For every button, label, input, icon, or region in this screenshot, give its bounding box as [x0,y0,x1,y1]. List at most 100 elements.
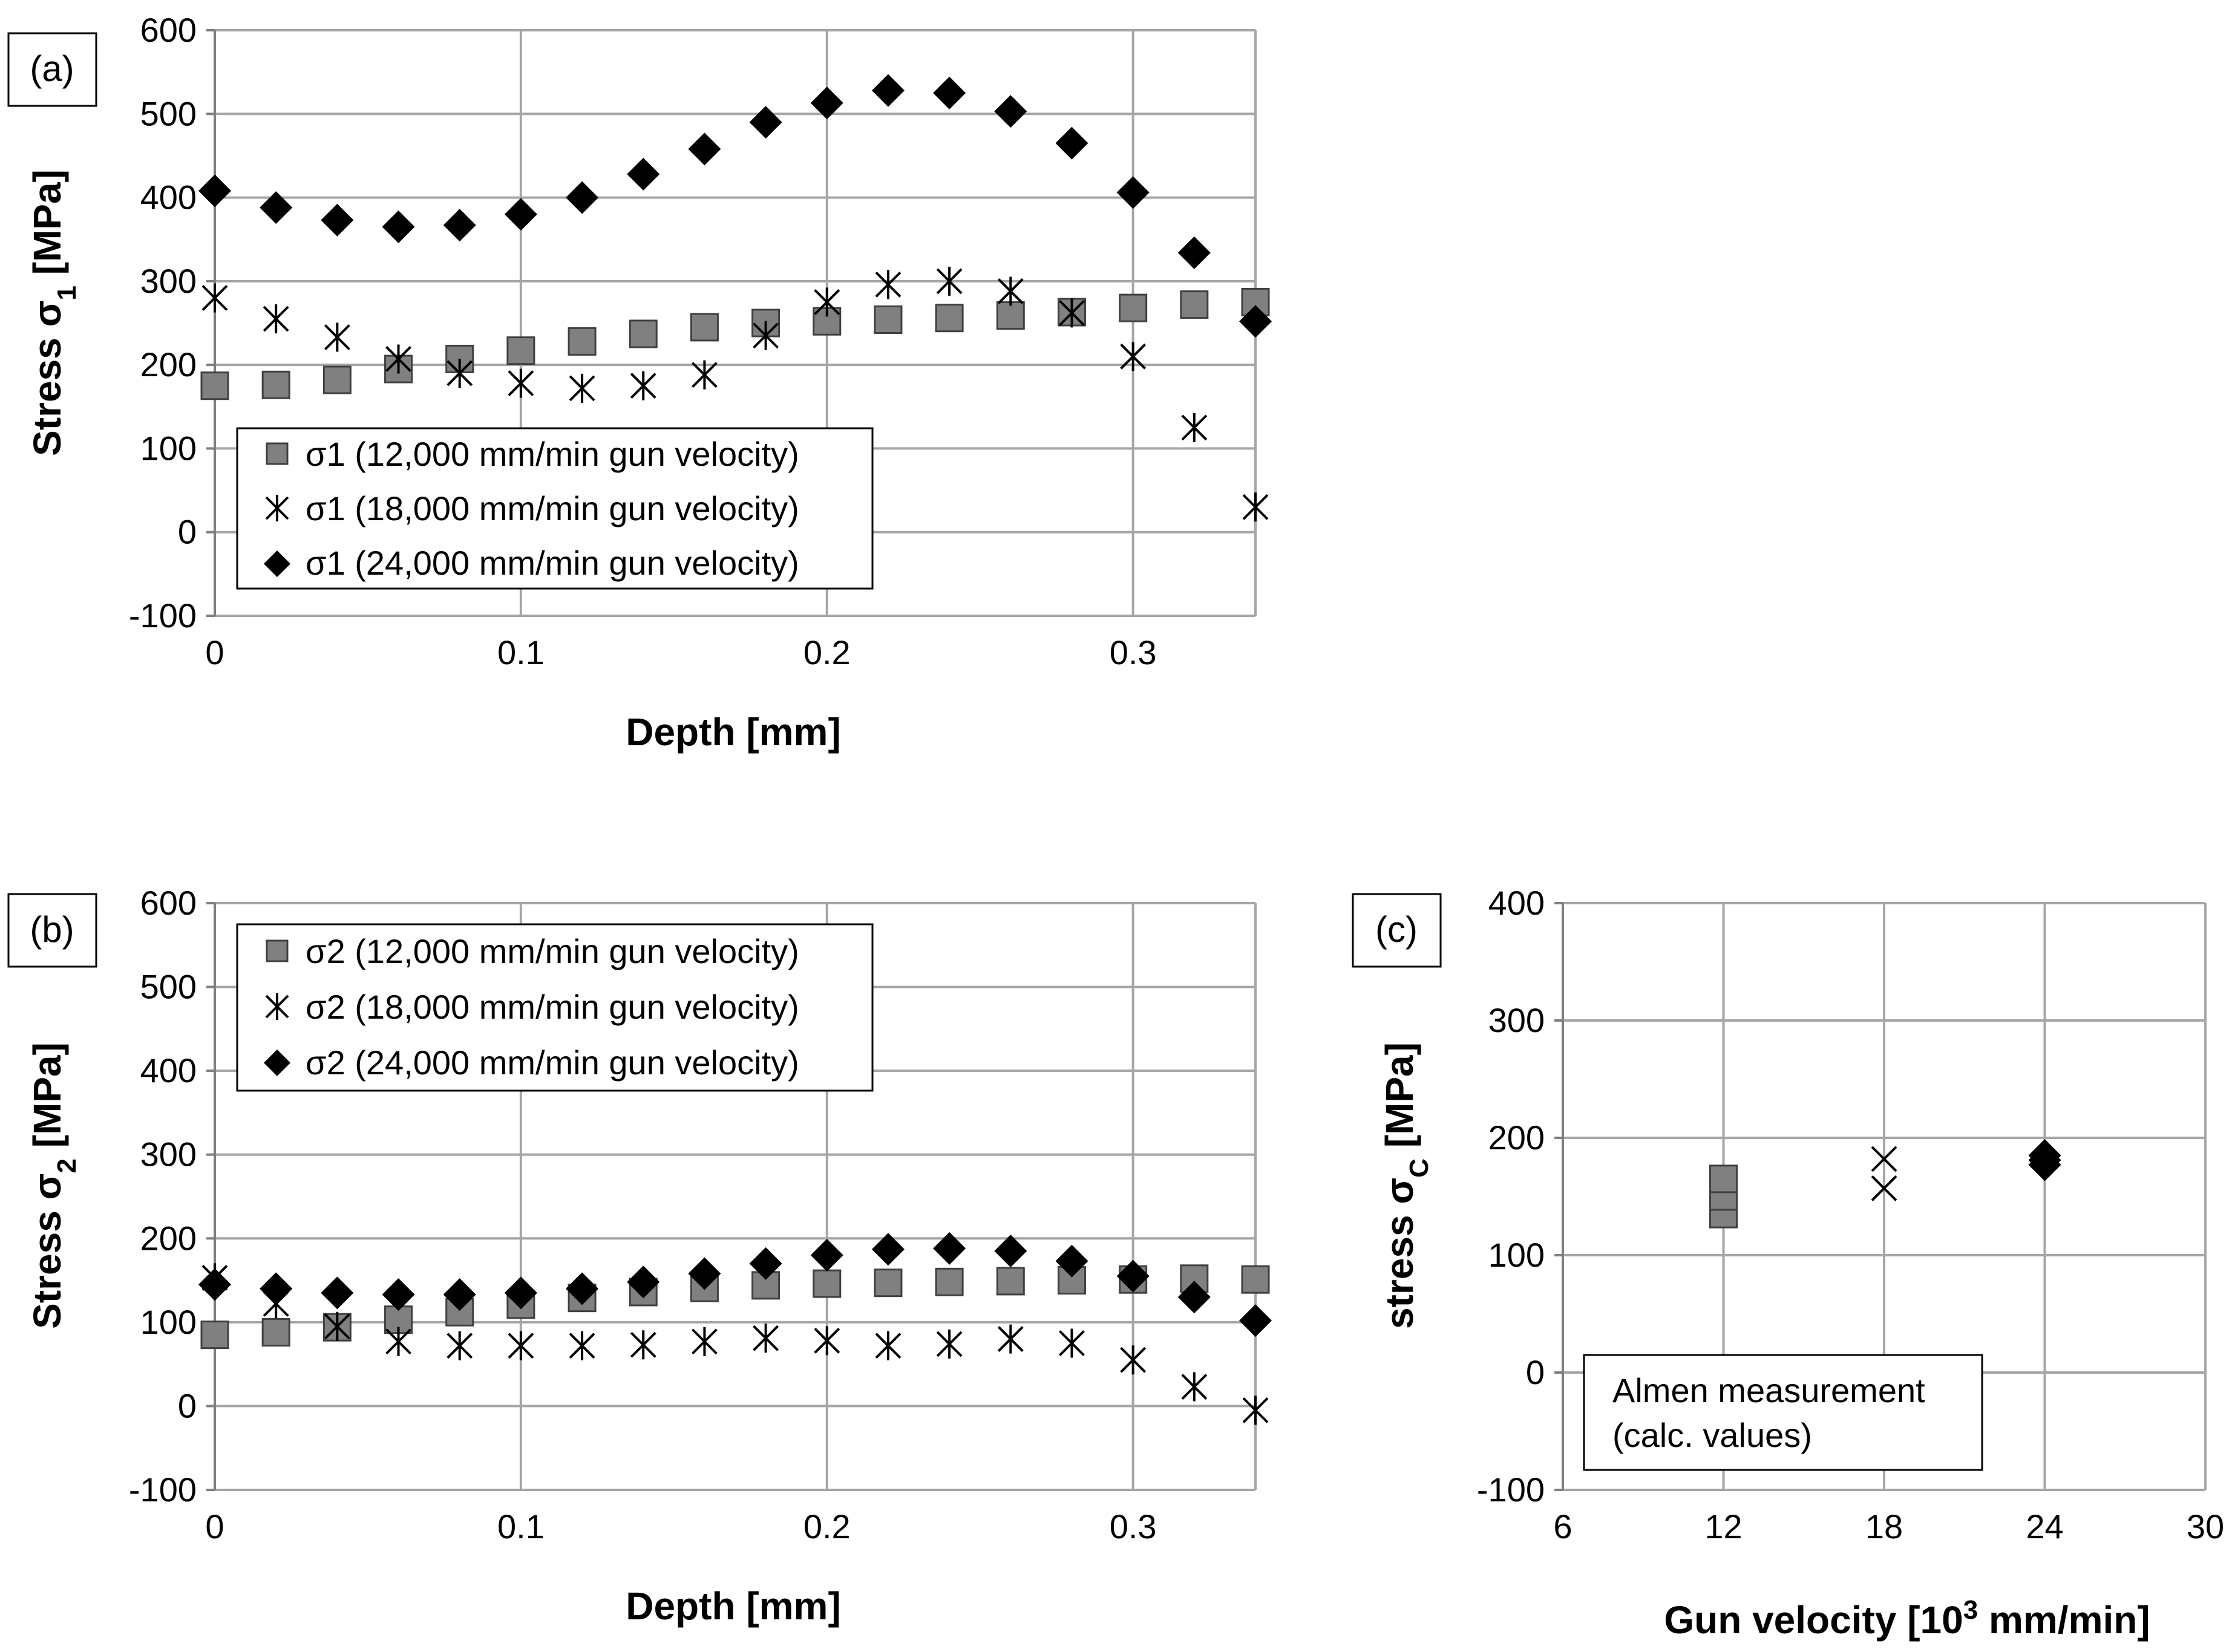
star-data-point [1181,413,1208,442]
y-tick-label: 100 [1488,1236,1545,1274]
panel-b-label: (b) [30,909,74,950]
panel-c-y-axis-title: stress σC [MPa] [1378,1042,1434,1329]
x-tick-label: 30 [2187,1507,2224,1546]
panel-b-y-axis-title: Stress σ2 [MPa] [25,1042,82,1329]
diamond-data-point [627,157,660,191]
cross-data-point [1871,1146,1897,1172]
star-data-point [569,373,595,403]
panel-a-y-axis-title: Stress σ1 [MPa] [25,169,82,456]
panel-c-legend: Almen measurement (calc. values) [1583,1354,1983,1471]
diamond-data-point [566,1272,599,1305]
square-data-point [813,1269,842,1298]
x-tick-label: 24 [2026,1507,2063,1546]
star-data-point [385,344,411,374]
diamond-data-point [566,181,599,214]
panel-a-x-axis-title: Depth [mm] [626,710,841,754]
panel-b-label-box [7,893,97,968]
square-data-point [935,1267,964,1296]
y-tick-label: 600 [140,11,197,49]
star-data-point [814,287,840,317]
diamond-data-point [933,1232,966,1265]
square-data-point [200,371,229,400]
x-tick-label: 12 [1704,1507,1742,1546]
y-tick-label: 200 [140,345,197,384]
panel-a-legend: σ1 (12,000 mm/min gun velocity) σ1 (18,0… [236,427,874,590]
diamond-data-point [504,198,537,231]
y-tick-label: -100 [1477,1471,1545,1509]
panel-c-x-tick-labels: 6 12 18 24 30 [1553,1507,2224,1546]
diamond-data-point [749,106,782,139]
star-data-point [508,368,534,398]
square-data-point [751,1271,781,1300]
legend-star-marker [265,993,289,1020]
diamond-data-point [871,1233,905,1266]
square-data-point [874,1268,903,1298]
panel-c-label-box [1352,893,1442,968]
panel-c-x-axis-title: Gun velocity [103 mm/min] [1664,1595,2150,1642]
panel-c-data-points [1709,1139,2061,1229]
star-data-point [1120,1345,1147,1375]
diamond-data-point [1055,1244,1088,1278]
y-tick-label: 300 [140,1135,197,1174]
diamond-data-point [627,1265,660,1299]
square-data-point [261,370,290,399]
panel-b-x-tick-labels: 0 0.1 0.2 0.3 [205,1507,1156,1546]
diamond-data-point [749,1247,782,1280]
diamond-data-point [1116,176,1150,209]
x-tick-label: 0.3 [1110,1507,1157,1546]
star-data-point [324,322,350,352]
panel-a-label-box [7,32,97,107]
y-tick-label: 0 [178,513,197,551]
star-data-point [263,304,289,334]
diamond-data-point [810,87,843,120]
star-data-point [508,1331,534,1360]
star-data-point [936,1329,963,1359]
legend-square-marker [266,939,289,962]
star-data-point [1059,298,1085,328]
diamond-data-point [688,132,721,166]
diamond-data-point [994,95,1027,128]
y-tick-label: 400 [140,178,197,217]
diamond-data-point [1177,1281,1211,1314]
star-data-point [1181,1372,1208,1402]
panel-b-legend: σ2 (12,000 mm/min gun velocity) σ2 (18,0… [236,923,874,1092]
square-data-point [996,1267,1025,1296]
diamond-data-point [443,1278,476,1311]
x-tick-label: 0.1 [497,1507,545,1546]
panel-b-legend-entry-1: σ2 (12,000 mm/min gun velocity) [306,932,799,970]
square-data-point [1119,293,1148,322]
diamond-data-point [321,203,354,237]
square-data-point [506,336,535,365]
panel-a-x-tick-labels: 0 0.1 0.2 0.3 [205,633,1156,671]
x-tick-label: 0.2 [803,633,851,671]
y-tick-label: -100 [129,596,197,635]
x-tick-label: 0 [205,1507,224,1546]
diamond-data-point [321,1276,354,1310]
panel-a-label: (a) [30,48,74,89]
y-tick-label: 100 [140,429,197,467]
star-data-point [1059,1328,1085,1358]
square-data-point [690,313,719,342]
diamond-data-point [871,74,905,107]
diamond-data-point [2028,1139,2061,1172]
diamond-data-point [688,1257,721,1290]
diamond-data-point [443,209,476,242]
panel-b-legend-entry-3: σ2 (24,000 mm/min gun velocity) [306,1043,799,1082]
diamond-data-point [382,1278,415,1311]
square-data-point [568,327,597,356]
diamond-data-point [1177,236,1211,269]
star-data-point [324,1311,350,1341]
y-tick-label: 600 [140,884,197,922]
panel-c-legend-line-2: (calc. values) [1612,1416,1812,1454]
legend-square-marker [266,442,289,465]
panel-a-y-tick-labels: 600 500 400 300 200 100 0 -100 [129,11,197,635]
diamond-data-point [382,210,415,243]
star-data-point [875,270,902,299]
square-data-point [1241,287,1270,316]
x-tick-label: 6 [1553,1507,1572,1546]
star-data-point [997,276,1024,306]
diamond-data-point [1239,1304,1272,1337]
